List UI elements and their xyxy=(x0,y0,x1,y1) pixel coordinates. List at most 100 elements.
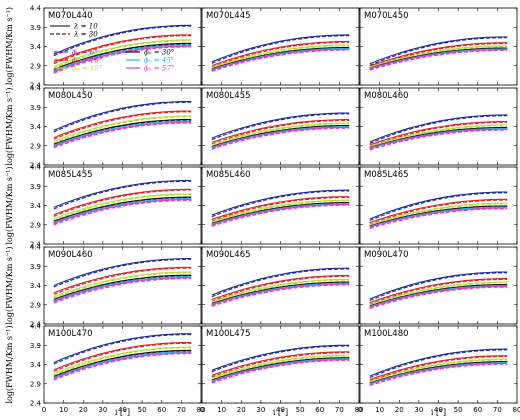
series-line xyxy=(369,363,508,387)
series-line xyxy=(211,282,350,305)
panel-title: M100L470 xyxy=(48,329,93,339)
x-axis-label: i [°] xyxy=(431,408,446,417)
series-line xyxy=(53,44,192,72)
series-line xyxy=(53,351,192,379)
series-line xyxy=(369,208,508,230)
series-line xyxy=(211,357,350,381)
series-line xyxy=(369,48,508,69)
series-line xyxy=(211,189,350,216)
series-line xyxy=(53,275,192,302)
legend-phi-label: ϕ₀ = 10° xyxy=(72,57,102,65)
series-line xyxy=(53,119,192,147)
series-line xyxy=(369,42,508,67)
series-line xyxy=(211,359,350,384)
series-line xyxy=(369,348,508,377)
series-line xyxy=(53,197,192,224)
series-line xyxy=(369,349,508,379)
y-tick-label: 4.4 xyxy=(30,85,42,93)
panel-title: M100L475 xyxy=(206,329,251,339)
series-line xyxy=(369,46,508,70)
legend-lambda-label: λ = 10 xyxy=(73,23,98,31)
series-line xyxy=(53,100,192,131)
series-line xyxy=(53,342,192,372)
panel-m080l450: 2.4 2.9 3.4 3.9 4.4 M080L450 xyxy=(30,85,202,170)
panel-m070l450: M070L450 xyxy=(359,7,518,86)
y-tick-label: 4.4 xyxy=(30,164,42,172)
panel-m080l460: M080L460 xyxy=(359,87,518,166)
y-tick-label: 2.9 xyxy=(30,221,41,229)
series-line xyxy=(211,355,350,381)
series-line xyxy=(369,284,508,308)
panel-title: M070L440 xyxy=(48,11,93,21)
series-line xyxy=(53,197,192,223)
series-line xyxy=(211,40,350,67)
x-tick-label: 20 xyxy=(395,406,404,414)
series-line xyxy=(369,271,508,300)
series-line xyxy=(211,44,350,69)
series-line xyxy=(53,199,192,226)
series-line xyxy=(369,49,508,71)
x-tick-label: 40 xyxy=(276,406,285,414)
legend-phi-label: ϕ₀ = 45° xyxy=(144,57,174,65)
series-line xyxy=(369,125,508,149)
panel-title: M070L450 xyxy=(364,11,409,21)
series-line xyxy=(53,118,192,145)
series-line xyxy=(211,35,350,64)
x-tick-label: 0 xyxy=(200,406,204,414)
series-line xyxy=(53,266,192,294)
y-tick-label: 3.4 xyxy=(30,202,42,210)
series-line xyxy=(369,358,508,383)
y-axis-label: log(FWHM/Km s⁻¹) xyxy=(5,87,14,165)
x-tick-label: 30 xyxy=(414,406,423,414)
series-line xyxy=(211,34,350,63)
x-tick-label: 60 xyxy=(157,406,166,414)
y-tick-label: 2.4 xyxy=(30,241,42,249)
y-tick-label: 3.9 xyxy=(30,104,41,112)
series-line xyxy=(369,199,508,225)
panel-title: M090L465 xyxy=(206,250,251,260)
series-line xyxy=(53,193,192,220)
series-line xyxy=(369,205,508,227)
series-line xyxy=(369,191,508,220)
series-line xyxy=(369,284,508,308)
series-line xyxy=(211,284,350,307)
legend-phi-label: ϕ₀ = 6° xyxy=(72,49,98,57)
legend-phi-label: ϕ₀ = 15° xyxy=(72,65,102,73)
x-tick-label: 80 xyxy=(197,406,206,414)
series-line xyxy=(53,121,192,147)
series-line xyxy=(369,126,508,148)
series-line xyxy=(369,202,508,226)
series-line xyxy=(211,125,350,148)
series-line xyxy=(211,196,350,221)
series-line xyxy=(53,24,192,55)
series-line xyxy=(53,277,192,304)
series-line xyxy=(369,207,508,228)
series-line xyxy=(369,362,508,385)
series-line xyxy=(369,192,508,222)
series-line xyxy=(369,278,508,304)
panel-m080l455: M080L455 xyxy=(201,87,360,166)
series-line xyxy=(211,47,350,70)
series-line xyxy=(53,188,192,216)
series-line xyxy=(369,278,508,305)
series-line xyxy=(53,350,192,379)
series-line xyxy=(53,40,192,69)
series-line xyxy=(369,37,508,66)
series-line xyxy=(369,281,508,306)
series-line xyxy=(53,120,192,146)
series-line xyxy=(53,333,192,364)
series-line xyxy=(369,361,508,384)
series-line xyxy=(369,206,508,228)
x-tick-label: 60 xyxy=(315,406,324,414)
series-line xyxy=(53,333,192,365)
series-line xyxy=(53,274,192,300)
x-tick-label: 30 xyxy=(98,406,107,414)
series-line xyxy=(369,361,508,386)
x-tick-label: 10 xyxy=(375,406,384,414)
panel-m090l460: 2.4 2.9 3.4 3.9 4.4 M090L460 xyxy=(30,244,202,329)
panel-title: M100L480 xyxy=(364,329,409,339)
y-tick-label: 2.4 xyxy=(30,321,42,329)
series-line xyxy=(211,351,350,376)
series-line xyxy=(211,41,350,68)
series-line xyxy=(369,286,508,310)
